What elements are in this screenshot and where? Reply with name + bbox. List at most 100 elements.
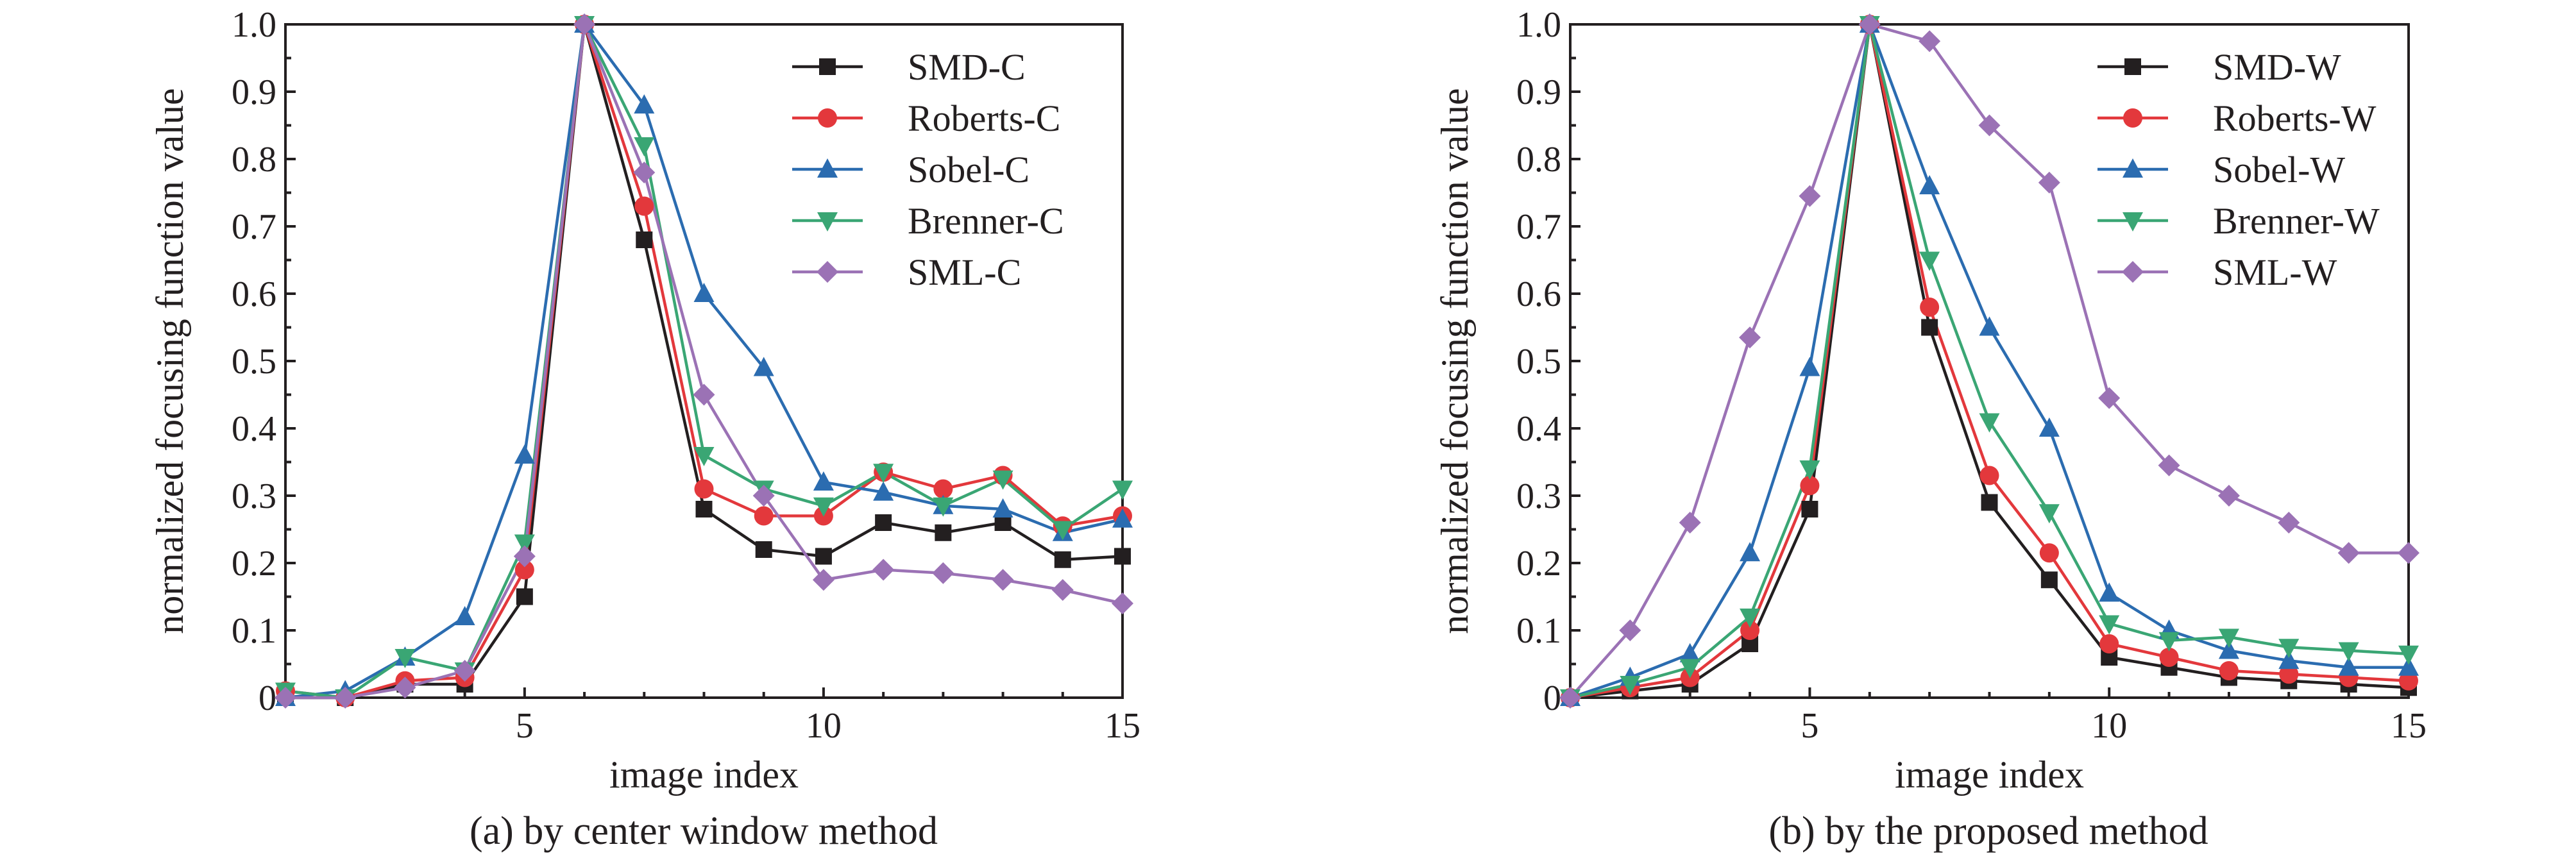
- data-point-SML-W: [1978, 114, 2001, 137]
- y-tick-label: 0.4: [1516, 409, 1561, 449]
- data-point-Brenner-C: [1112, 480, 1133, 500]
- data-point-SML-W: [2098, 387, 2121, 409]
- y-tick-label: 0.6: [232, 274, 276, 314]
- data-point-SML-W: [1619, 619, 1641, 641]
- data-point-Roberts-W: [2399, 671, 2418, 691]
- data-point-Sobel-W: [2398, 656, 2419, 676]
- data-point-Roberts-C: [933, 479, 953, 499]
- figure-caption: (a) by center window method: [470, 809, 938, 853]
- data-point-Sobel-C: [992, 498, 1013, 517]
- data-point-SMD-C: [815, 548, 832, 565]
- data-point-Sobel-W: [2278, 650, 2300, 669]
- legend-label: SML-C: [908, 251, 1021, 293]
- data-point-Brenner-W: [2158, 632, 2180, 652]
- data-point-Roberts-W: [1979, 466, 1999, 485]
- data-point-SML-C: [334, 687, 357, 709]
- data-point-Brenner-W: [2338, 642, 2359, 662]
- y-axis-title: normalized focusing function value: [149, 88, 191, 634]
- data-point-SML-W: [2278, 512, 2300, 534]
- y-tick-label: 0.1: [232, 611, 276, 651]
- data-point-SML-C: [573, 13, 596, 35]
- y-tick-label: 0.8: [1516, 140, 1561, 180]
- data-point-Roberts-C: [514, 560, 534, 580]
- legend-label: Sobel-W: [2213, 149, 2345, 190]
- data-point-Roberts-C: [694, 479, 714, 499]
- data-point-SML-W: [2398, 542, 2419, 564]
- data-point-Sobel-C: [1112, 508, 1133, 528]
- y-tick-label: 0.2: [1516, 544, 1561, 584]
- data-point-Sobel-W: [2038, 417, 2060, 437]
- data-point-SMD-C: [935, 524, 952, 541]
- y-tick-label: 0.7: [232, 207, 276, 247]
- y-tick-label: 0.3: [232, 476, 276, 516]
- y-tick-label: 1.0: [1516, 5, 1561, 45]
- data-point-SML-C: [633, 162, 656, 183]
- data-point-SMD-C: [516, 588, 533, 605]
- data-point-Roberts-W: [2219, 661, 2239, 680]
- data-point-SML-C: [513, 545, 536, 568]
- y-tick-label: 0.6: [1516, 274, 1561, 314]
- data-point-SMD-C: [1054, 551, 1071, 568]
- data-point-Roberts-C: [634, 196, 654, 216]
- x-tick-label: 5: [1801, 706, 1818, 746]
- x-axis-title: image index: [1895, 753, 2084, 796]
- data-point-SML-W: [2158, 454, 2180, 476]
- data-point-Sobel-W: [1679, 643, 1700, 662]
- data-point-SML-C: [693, 383, 715, 406]
- data-point-Sobel-C: [514, 444, 535, 464]
- data-point-Brenner-C: [634, 137, 655, 156]
- y-axis-title: normalized focusing function value: [1434, 88, 1476, 634]
- data-point-SMD-C: [1114, 548, 1131, 565]
- data-point-SML-C: [1112, 593, 1133, 614]
- data-point-Sobel-C: [693, 283, 715, 302]
- data-point-Roberts-C: [754, 506, 774, 526]
- data-point-SMD-W: [2040, 571, 2058, 589]
- data-point-Brenner-C: [873, 464, 894, 484]
- data-point-SMD-W: [1801, 501, 1818, 517]
- legend-marker: [2124, 58, 2141, 75]
- data-point-Brenner-W: [1799, 460, 1820, 480]
- data-point-SMD-C: [695, 501, 713, 517]
- data-point-Sobel-W: [1740, 542, 1761, 562]
- data-point-Brenner-W: [1740, 609, 1761, 628]
- data-point-Brenner-C: [394, 649, 416, 668]
- data-point-Brenner-W: [2218, 628, 2239, 648]
- y-tick-label: 0.9: [1516, 72, 1561, 112]
- data-point-SML-W: [2217, 485, 2240, 507]
- data-point-SML-W: [1799, 185, 1821, 207]
- legend-marker: [818, 108, 837, 128]
- legend-marker: [2122, 261, 2144, 283]
- legend-marker: [817, 261, 838, 283]
- data-point-Sobel-C: [873, 481, 894, 501]
- y-tick-label: 0: [258, 678, 276, 718]
- y-tick-label: 0.3: [1516, 476, 1561, 516]
- data-point-Brenner-W: [2398, 645, 2419, 665]
- y-tick-label: 0.8: [232, 140, 276, 180]
- data-point-Sobel-C: [813, 471, 834, 491]
- data-point-Roberts-W: [2159, 648, 2179, 667]
- legend-marker: [2123, 158, 2143, 178]
- legend-marker: [817, 212, 838, 231]
- legend-label: Roberts-C: [908, 97, 1060, 139]
- y-tick-label: 0.9: [232, 72, 276, 112]
- data-point-Sobel-C: [634, 94, 655, 114]
- data-point-Sobel-W: [1919, 175, 1940, 194]
- data-point-SML-C: [932, 562, 954, 584]
- data-point-Brenner-W: [2278, 639, 2300, 659]
- chart-panel-a: 0 0.1 0.2 0.3 0.4 0.5 0.6 0.7 0.8 0.9 1.0 5 10 15 imag…: [149, 5, 1140, 853]
- data-point-Brenner-C: [992, 470, 1013, 490]
- data-point-SML-W: [1919, 30, 1941, 53]
- chart-panel-b: 0 0.1 0.2 0.3 0.4 0.5 0.6 0.7 0.8 0.9 1.0 5 10 15 imag…: [1434, 5, 2427, 853]
- legend-label: SMD-W: [2213, 46, 2341, 88]
- data-point-SML-W: [1739, 326, 1761, 349]
- legend-marker: [2123, 212, 2143, 231]
- data-point-Brenner-W: [2038, 504, 2060, 524]
- y-tick-label: 0.1: [1516, 611, 1561, 651]
- y-tick-label: 0.5: [232, 342, 276, 382]
- data-point-SMD-W: [1981, 494, 1998, 511]
- data-point-Brenner-W: [1620, 676, 1641, 695]
- x-tick-label: 10: [806, 706, 842, 746]
- data-point-SML-C: [453, 660, 476, 682]
- data-point-Roberts-W: [1740, 621, 1760, 640]
